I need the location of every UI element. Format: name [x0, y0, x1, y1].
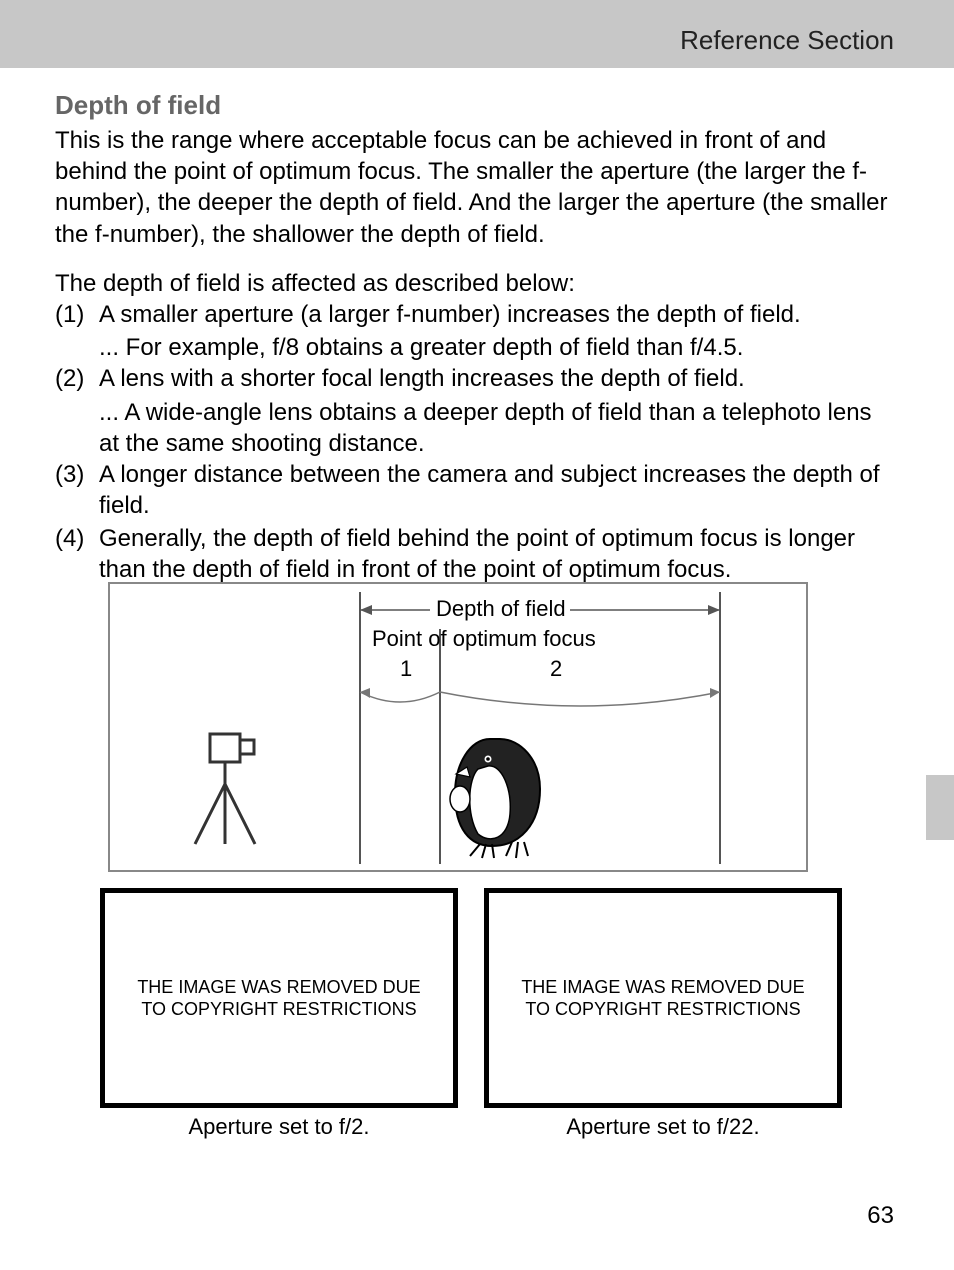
- content-block: Depth of field This is the range where a…: [55, 90, 895, 588]
- list-item-text: A longer distance between the camera and…: [99, 459, 895, 521]
- list-item-text: Generally, the depth of field behind the…: [99, 523, 895, 585]
- list-item: (2) A lens with a shorter focal length i…: [55, 363, 895, 394]
- right-caption: Aperture set to f/22.: [484, 1114, 842, 1140]
- example-right: THE IMAGE WAS REMOVED DUE TO COPYRIGHT R…: [484, 888, 842, 1140]
- header-band: Reference Section: [0, 0, 954, 68]
- page: Reference Section Depth of field This is…: [0, 0, 954, 1270]
- header-title: Reference Section: [680, 25, 894, 56]
- removed-image-left: THE IMAGE WAS REMOVED DUE TO COPYRIGHT R…: [100, 888, 458, 1108]
- list-lead: The depth of field is affected as descri…: [55, 268, 895, 299]
- list-item-sub: ... For example, f/8 obtains a greater d…: [99, 332, 895, 363]
- example-row: THE IMAGE WAS REMOVED DUE TO COPYRIGHT R…: [100, 888, 842, 1140]
- list-item-number: (4): [55, 523, 99, 585]
- list-item: (1) A smaller aperture (a larger f-numbe…: [55, 299, 895, 330]
- dof-label: Depth of field: [436, 596, 566, 622]
- list-item-number: (2): [55, 363, 99, 394]
- zone-2-label: 2: [550, 656, 562, 682]
- removed-image-right: THE IMAGE WAS REMOVED DUE TO COPYRIGHT R…: [484, 888, 842, 1108]
- list-item-text: A smaller aperture (a larger f-number) i…: [99, 299, 895, 330]
- page-edge-tab: [926, 775, 954, 840]
- list-item-number: (1): [55, 299, 99, 330]
- left-caption: Aperture set to f/2.: [100, 1114, 458, 1140]
- removed-image-text: THE IMAGE WAS REMOVED DUE TO COPYRIGHT R…: [509, 976, 817, 1021]
- dof-diagram: Depth of field Point of optimum focus 1 …: [108, 582, 808, 872]
- intro-paragraph: This is the range where acceptable focus…: [55, 125, 895, 250]
- list-item: (3) A longer distance between the camera…: [55, 459, 895, 521]
- pof-label: Point of optimum focus: [372, 626, 596, 652]
- section-heading: Depth of field: [55, 90, 895, 121]
- list-item-number: (3): [55, 459, 99, 521]
- factors-list: (1) A smaller aperture (a larger f-numbe…: [55, 299, 895, 586]
- list-item-sub: ... A wide-angle lens obtains a deeper d…: [99, 397, 895, 459]
- list-item-text: A lens with a shorter focal length incre…: [99, 363, 895, 394]
- removed-image-text: THE IMAGE WAS REMOVED DUE TO COPYRIGHT R…: [125, 976, 433, 1021]
- penguin-icon: [450, 739, 540, 858]
- page-number: 63: [867, 1202, 894, 1230]
- list-item: (4) Generally, the depth of field behind…: [55, 523, 895, 585]
- zone-1-label: 1: [400, 656, 412, 682]
- example-left: THE IMAGE WAS REMOVED DUE TO COPYRIGHT R…: [100, 888, 458, 1140]
- camera-icon: [195, 734, 255, 844]
